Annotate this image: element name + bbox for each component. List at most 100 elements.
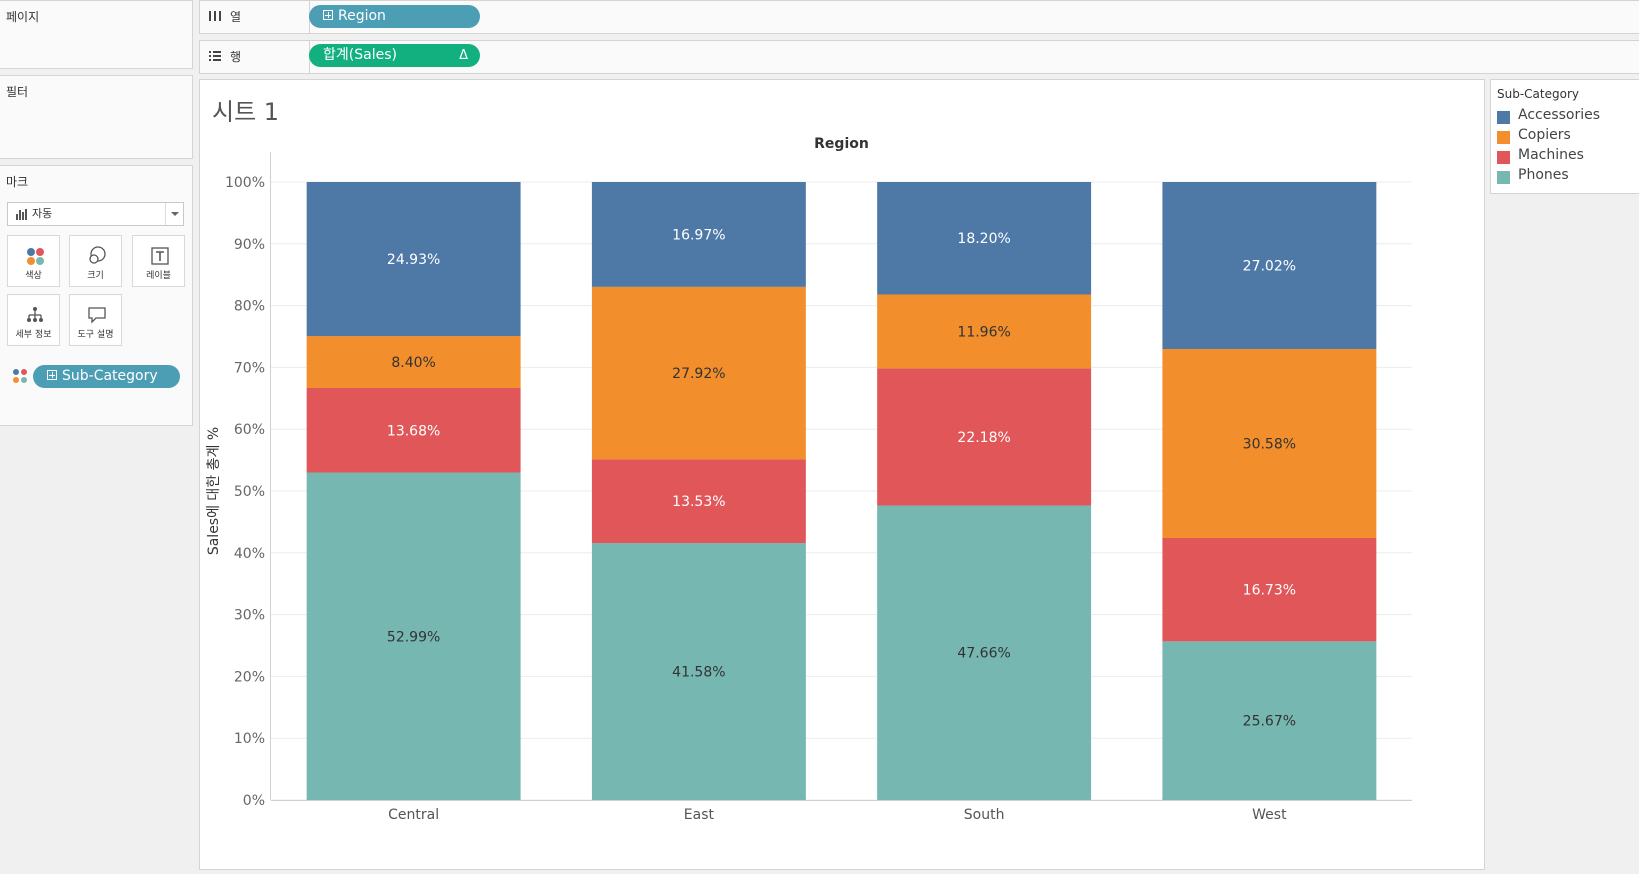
- filters-panel[interactable]: 필터: [0, 75, 193, 159]
- y-tick-label: 80%: [234, 299, 265, 315]
- pages-panel[interactable]: 페이지: [0, 0, 193, 69]
- data-label: 41.58%: [672, 665, 725, 681]
- bar-segment-accessories-east: [591, 182, 806, 287]
- data-label: 11.96%: [957, 324, 1010, 340]
- x-tick-label: Central: [388, 807, 439, 823]
- sum-sales-pill-label: 합계(Sales): [323, 47, 397, 63]
- y-tick-label: 20%: [234, 669, 265, 685]
- bar-segment-accessories-central: [306, 182, 521, 337]
- bar-segment-copiers-east: [591, 286, 806, 460]
- data-label: 30.58%: [1243, 436, 1296, 452]
- data-label: 22.18%: [957, 430, 1010, 446]
- data-label: 13.53%: [672, 494, 725, 510]
- legend-swatch: [1497, 131, 1510, 144]
- bar-segment-machines-west: [1162, 537, 1377, 642]
- data-label: 25.67%: [1243, 714, 1296, 730]
- data-label: 16.97%: [672, 227, 725, 243]
- chart-title: Region: [814, 136, 869, 152]
- bar-segment-machines-central: [306, 387, 521, 473]
- bar-segment-copiers-central: [306, 336, 521, 388]
- region-pill[interactable]: Region: [309, 5, 480, 28]
- sum-sales-pill[interactable]: 합계(Sales) Δ: [309, 44, 480, 67]
- bar-segment-copiers-west: [1162, 348, 1377, 538]
- y-tick-label: 60%: [234, 422, 265, 438]
- bar-segment-accessories-south: [877, 182, 1092, 295]
- color-button-label: 색상: [25, 271, 42, 281]
- data-label: 47.66%: [957, 646, 1010, 662]
- pages-title: 페이지: [6, 10, 40, 24]
- expand-plus-icon[interactable]: [47, 370, 57, 380]
- bar-segment-copiers-south: [877, 294, 1092, 369]
- filters-title: 필터: [6, 85, 29, 99]
- color-icon: [25, 246, 45, 266]
- columns-shelf-label: 열: [200, 1, 310, 33]
- tooltip-button[interactable]: 도구 설명: [69, 294, 122, 346]
- speech-bubble-icon: [88, 307, 106, 324]
- x-tick-label: East: [684, 807, 715, 823]
- detail-button[interactable]: 세부 정보: [7, 294, 60, 346]
- worksheet: 시트 1 Region 0% 10% 20% 30% 40% 50% 60% 70% 80% 90%…: [199, 79, 1485, 870]
- data-label: 18.20%: [957, 231, 1010, 247]
- rows-shelf-label: 행: [200, 41, 310, 73]
- legend-item-label: Phones: [1518, 167, 1569, 183]
- data-label: 27.02%: [1243, 258, 1296, 274]
- bar-chart-icon: [16, 209, 28, 220]
- bar-segment-phones-central: [306, 472, 521, 800]
- sub-category-pill-label: Sub-Category: [62, 368, 158, 384]
- hierarchy-icon: [27, 307, 43, 322]
- region-pill-label: Region: [338, 8, 386, 24]
- sheet-title: 시트 1: [212, 98, 280, 126]
- color-legend: Sub-Category Accessories Copiers Machine…: [1490, 79, 1639, 194]
- detail-button-label: 세부 정보: [15, 330, 52, 340]
- bar-segment-accessories-west: [1162, 182, 1377, 349]
- bar-segment-phones-east: [591, 543, 806, 800]
- y-tick-label: 90%: [234, 237, 265, 253]
- columns-icon: [209, 11, 221, 21]
- expand-plus-icon[interactable]: [323, 10, 333, 20]
- color-encoding-icon: [13, 369, 29, 385]
- size-button[interactable]: 크기: [69, 235, 122, 287]
- chevron-down-icon[interactable]: [165, 203, 183, 225]
- y-tick-label: 30%: [234, 608, 265, 624]
- bar-segment-machines-east: [591, 459, 806, 544]
- data-label: 16.73%: [1243, 583, 1296, 599]
- y-tick-label: 10%: [234, 731, 265, 747]
- y-axis-title: Sales에 대한 총계 %: [206, 427, 222, 555]
- mark-type-dropdown[interactable]: 자동: [7, 202, 184, 226]
- y-tick-label: 50%: [234, 484, 265, 500]
- bar-segment-machines-south: [877, 368, 1092, 506]
- sub-category-pill[interactable]: Sub-Category: [33, 365, 180, 388]
- marks-title: 마크: [6, 175, 29, 189]
- y-tick-label: 100%: [225, 175, 265, 191]
- x-tick-label: South: [964, 807, 1005, 823]
- color-button[interactable]: 색상: [7, 235, 60, 287]
- tooltip-button-label: 도구 설명: [77, 330, 114, 340]
- data-label: 52.99%: [387, 629, 440, 645]
- mark-type-label: 자동: [32, 207, 53, 220]
- legend-swatch: [1497, 171, 1510, 184]
- legend-swatch: [1497, 151, 1510, 164]
- legend-title: Sub-Category: [1497, 87, 1579, 101]
- marks-panel: 마크 자동 색상 크기 레이블: [0, 165, 193, 426]
- data-label: 27.92%: [672, 366, 725, 382]
- table-calc-delta-icon: Δ: [459, 48, 468, 63]
- bar-segment-phones-west: [1162, 641, 1377, 800]
- legend-swatch: [1497, 111, 1510, 124]
- size-icon: [89, 246, 106, 264]
- data-label: 8.40%: [391, 355, 435, 371]
- y-tick-label: 40%: [234, 546, 265, 562]
- data-label: 24.93%: [387, 252, 440, 268]
- y-tick-label: 70%: [234, 360, 265, 376]
- legend-item-label: Copiers: [1518, 127, 1571, 143]
- label-button[interactable]: 레이블: [132, 235, 185, 287]
- rows-icon: [209, 51, 221, 61]
- x-tick-label: West: [1252, 807, 1287, 823]
- legend-item-label: Machines: [1518, 147, 1584, 163]
- text-label-icon: [151, 247, 169, 265]
- size-button-label: 크기: [87, 271, 104, 281]
- y-tick-label: 0%: [243, 793, 265, 809]
- bar-segment-phones-south: [877, 505, 1092, 800]
- legend-item-label: Accessories: [1518, 107, 1601, 123]
- label-button-label: 레이블: [146, 271, 171, 281]
- stacked-bar-chart: Region 0% 10% 20% 30% 40% 50% 60% 70% 80% 90% 100% S…: [206, 136, 1412, 823]
